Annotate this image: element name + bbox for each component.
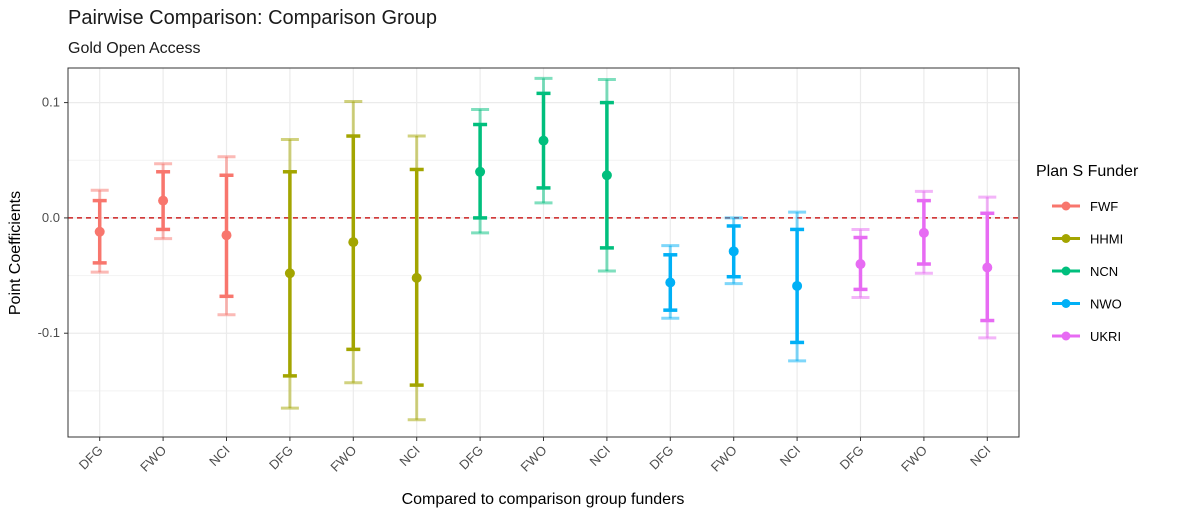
point-estimate: [601, 170, 612, 181]
point-estimate: [918, 227, 929, 238]
point-group-nwo: [661, 244, 680, 320]
x-axis: DFG FWO NCI DFG FWO NCI DFG FWO NCI DFG FWO NCI DFG F…: [76, 437, 993, 475]
legend-item-nwo: NWO: [1052, 297, 1122, 312]
point-estimate: [475, 166, 486, 177]
point-group-ncn: [471, 108, 490, 235]
point-group-ukri: [914, 189, 933, 275]
x-tick-label: DFG: [76, 443, 106, 473]
x-tick-label: DFG: [456, 443, 486, 473]
x-axis-title: Compared to comparison group funders: [402, 491, 685, 508]
legend-label: NCN: [1090, 264, 1118, 279]
error-bars: [90, 76, 997, 422]
legend-label: UKRI: [1090, 329, 1121, 344]
point-group-ukri: [851, 227, 870, 299]
point-group-nwo: [724, 216, 743, 286]
point-estimate: [284, 268, 295, 279]
legend-key-point: [1061, 266, 1071, 276]
x-tick-label: FWO: [708, 443, 740, 475]
point-group-fwf: [90, 188, 109, 274]
legend-label: HHMI: [1090, 232, 1123, 247]
legend-key-point: [1061, 331, 1071, 341]
legend-label: FWF: [1090, 199, 1118, 214]
point-group-hhmi: [280, 137, 299, 410]
x-tick-label: FWO: [137, 443, 169, 475]
chart-title: Pairwise Comparison: Comparison Group: [68, 7, 437, 29]
legend-key-point: [1061, 299, 1071, 308]
y-axis-title: Point Coefficients: [7, 191, 24, 315]
x-tick-label: DFG: [266, 443, 296, 473]
point-estimate: [348, 237, 359, 248]
point-group-ukri: [978, 195, 997, 340]
y-tick-label: 0.0: [42, 210, 60, 225]
point-estimate: [158, 195, 169, 206]
x-tick-label: NCI: [777, 443, 803, 469]
chart-subtitle: Gold Open Access: [68, 40, 201, 57]
x-tick-label: NCI: [967, 443, 993, 469]
point-estimate: [94, 226, 105, 237]
point-group-ncn: [534, 76, 553, 205]
legend-key-point: [1061, 234, 1071, 243]
point-group-ncn: [597, 78, 616, 273]
x-tick-label: FWO: [327, 443, 359, 475]
point-estimate: [538, 135, 549, 146]
legend-label: NWO: [1090, 297, 1122, 312]
x-tick-label: DFG: [646, 443, 676, 473]
point-estimate: [728, 246, 739, 257]
x-tick-label: DFG: [837, 443, 867, 473]
point-estimate: [982, 262, 993, 273]
point-group-nwo: [788, 210, 807, 363]
x-tick-label: NCI: [396, 443, 422, 469]
point-estimate: [411, 272, 422, 283]
legend-item-fwf: FWF: [1052, 199, 1118, 214]
point-group-hhmi: [344, 99, 363, 385]
point-group-fwf: [154, 162, 173, 241]
y-axis: 0.1 0.0 -0.1: [38, 95, 68, 340]
legend-item-hhmi: HHMI: [1052, 232, 1123, 247]
x-tick-label: FWO: [898, 443, 930, 475]
point-estimate: [792, 280, 803, 291]
legend-key-point: [1061, 201, 1071, 211]
legend-item-ncn: NCN: [1052, 264, 1118, 279]
legend: Plan S Funder FWF HHMI NCN NWO UKRI: [1036, 163, 1139, 344]
point-group-fwf: [217, 155, 236, 317]
y-tick-label: 0.1: [42, 95, 60, 110]
x-tick-label: FWO: [518, 443, 550, 475]
point-estimate: [665, 277, 676, 288]
legend-item-ukri: UKRI: [1052, 329, 1121, 344]
x-tick-label: NCI: [587, 443, 613, 469]
point-estimate: [855, 259, 866, 270]
x-tick-label: NCI: [206, 443, 232, 469]
y-tick-label: -0.1: [38, 325, 60, 340]
point-estimate: [221, 230, 232, 241]
legend-title: Plan S Funder: [1036, 163, 1139, 180]
point-group-hhmi: [407, 134, 426, 422]
